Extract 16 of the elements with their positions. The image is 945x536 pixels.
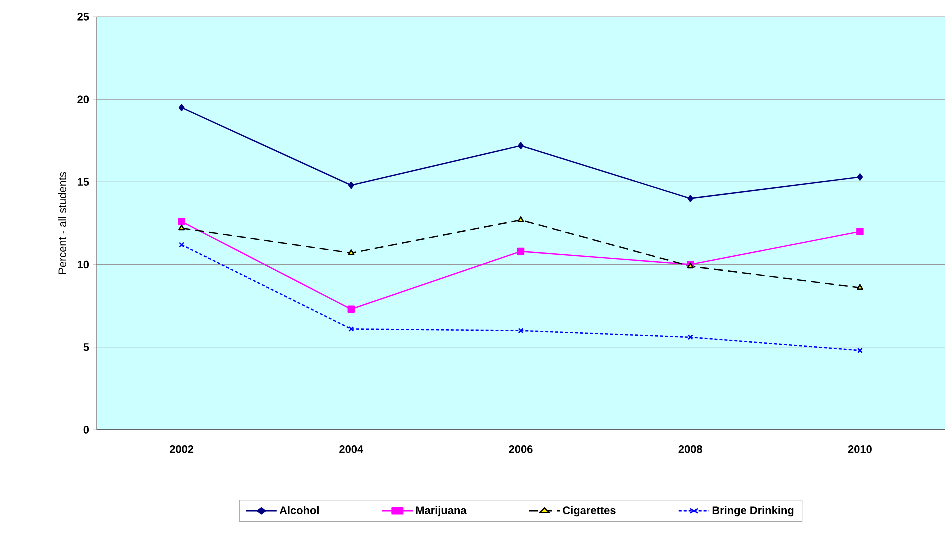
x-tick-label: 2010 — [848, 446, 872, 454]
y-tick-label: 10 — [78, 260, 90, 269]
y-tick-label: 20 — [78, 96, 90, 104]
y-tick-label: 0 — [84, 426, 90, 434]
legend-label: Marijuana — [416, 506, 467, 517]
legend-label: Alcohol — [280, 506, 319, 514]
y-tick-label: 15 — [78, 178, 90, 186]
x-tick-label: 2004 — [340, 446, 364, 454]
y-axis-title: Percent - all students — [58, 172, 66, 274]
x-tick-label: 2006 — [509, 446, 533, 454]
x-tick-label: 2008 — [678, 446, 702, 454]
x-tick-label: 2002 — [170, 446, 194, 454]
y-tick-label: 5 — [84, 344, 90, 352]
y-tick-label: 25 — [78, 13, 90, 21]
legend-label: Bringe Drinking — [712, 506, 794, 517]
legend-label: Cigarettes — [563, 506, 616, 517]
